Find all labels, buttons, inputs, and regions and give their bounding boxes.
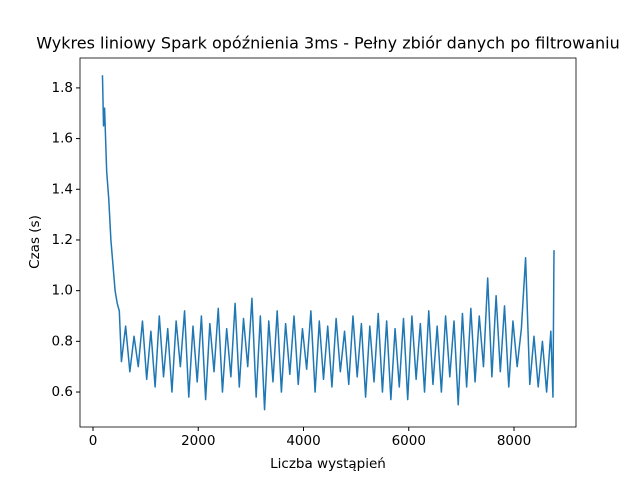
y-tick-label: 1.4: [52, 181, 73, 197]
y-tick-label: 0.8: [52, 333, 73, 349]
x-axis-label: Liczba wystąpień: [270, 456, 386, 472]
x-tick-label: 6000: [392, 433, 426, 449]
plot-frame: [79, 57, 577, 428]
y-tick-label: 1.6: [52, 131, 73, 147]
x-tick-label: 2000: [181, 433, 215, 449]
y-tick-label: 0.6: [52, 384, 73, 400]
y-axis-label: Czas (s): [27, 215, 43, 269]
y-tick-label: 1.8: [52, 80, 73, 96]
data-line: [101, 75, 555, 411]
x-tick-label: 0: [89, 433, 98, 449]
y-tick-label: 1.0: [52, 283, 73, 299]
chart-title: Wykres liniowy Spark opóźnienia 3ms - Pe…: [36, 34, 619, 53]
y-tick-label: 1.2: [52, 232, 73, 248]
x-tick-label: 4000: [286, 433, 320, 449]
x-tick-label: 8000: [497, 433, 531, 449]
